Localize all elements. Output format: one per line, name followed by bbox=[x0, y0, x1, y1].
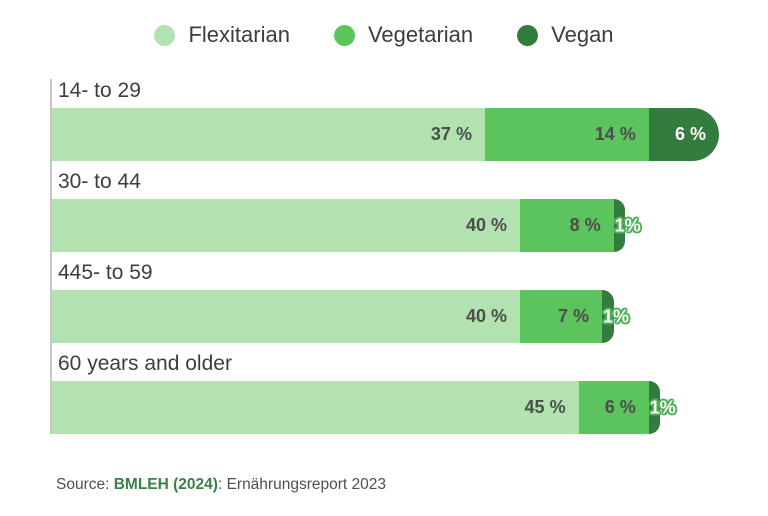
segment-value-label: 8 % bbox=[569, 215, 601, 235]
source-reference: BMLEH (2024) bbox=[113, 476, 218, 493]
segment-value-label: 1% bbox=[649, 397, 676, 417]
legend: Flexitarian Vegetarian Vegan bbox=[0, 0, 768, 48]
source-note: Source: BMLEH (2024): Ernährungsreport 2… bbox=[56, 476, 768, 494]
stacked-bar: 45 % 6 % 1% bbox=[52, 381, 721, 434]
bar-segment-vegetarian: 8 % bbox=[520, 199, 614, 252]
bar-segment-flexitarian: 45 % bbox=[52, 381, 579, 434]
bar-segment-flexitarian: 37 % bbox=[52, 108, 485, 161]
legend-label-vegetarian: Vegetarian bbox=[367, 22, 474, 47]
segment-value-label: 45 % bbox=[524, 397, 566, 417]
chart-rows: 14- to 29 37 % 14 % 6 % 30- to 44 40 % 8 % 1% 44… bbox=[52, 79, 721, 434]
category-label: 445- to 59 bbox=[58, 261, 153, 284]
legend-label-flexitarian: Flexitarian bbox=[188, 22, 290, 47]
stacked-bar: 37 % 14 % 6 % bbox=[52, 108, 721, 161]
legend-swatch-flexitarian-icon bbox=[154, 24, 176, 46]
stacked-bar: 40 % 8 % 1% bbox=[52, 199, 721, 252]
segment-value-label: 7 % bbox=[557, 306, 589, 326]
source-prefix: Source: bbox=[56, 476, 114, 493]
segment-value-label: 1% bbox=[614, 215, 641, 235]
legend-item-vegetarian: Vegetarian bbox=[333, 22, 474, 48]
bar-segment-vegetarian: 7 % bbox=[520, 290, 602, 343]
stacked-bar-chart: 14- to 29 37 % 14 % 6 % 30- to 44 40 % 8 % 1% 44… bbox=[50, 79, 721, 434]
legend-item-vegan: Vegan bbox=[517, 22, 614, 48]
category-label: 14- to 29 bbox=[58, 79, 141, 102]
legend-label-vegan: Vegan bbox=[551, 22, 614, 47]
category-label: 30- to 44 bbox=[58, 170, 141, 193]
bar-segment-vegan: 1% bbox=[601, 290, 629, 343]
bar-segment-flexitarian: 40 % bbox=[52, 199, 521, 252]
bar-segment-vegan: 6 % bbox=[648, 108, 719, 161]
bar-segment-vegan: 1% bbox=[613, 199, 641, 252]
bar-segment-vegetarian: 6 % bbox=[578, 381, 649, 434]
legend-swatch-vegan-icon bbox=[517, 24, 539, 46]
segment-value-label: 37 % bbox=[430, 124, 472, 144]
category-label: 60 years and older bbox=[58, 352, 232, 375]
segment-value-label: 14 % bbox=[594, 124, 636, 144]
segment-value-label: 40 % bbox=[466, 306, 508, 326]
bar-segment-vegan: 1% bbox=[648, 381, 676, 434]
segment-value-label: 6 % bbox=[674, 124, 706, 144]
segment-value-label: 6 % bbox=[604, 397, 636, 417]
segment-value-label: 1% bbox=[602, 306, 629, 326]
bar-segment-vegetarian: 14 % bbox=[484, 108, 649, 161]
legend-item-flexitarian: Flexitarian bbox=[154, 22, 290, 48]
stacked-bar: 40 % 7 % 1% bbox=[52, 290, 721, 343]
segment-value-label: 40 % bbox=[466, 215, 508, 235]
legend-swatch-vegetarian-icon bbox=[333, 24, 355, 46]
source-suffix: : Ernährungsreport 2023 bbox=[217, 476, 386, 493]
bar-segment-flexitarian: 40 % bbox=[52, 290, 521, 343]
